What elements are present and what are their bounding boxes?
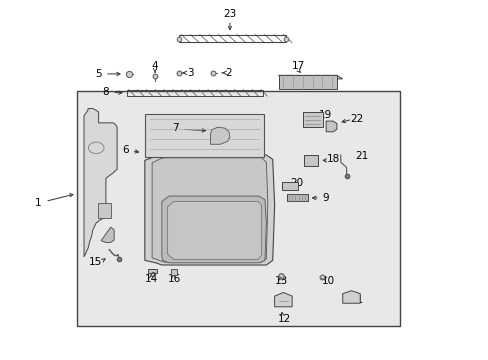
Bar [126,90,263,96]
Bar [287,194,307,202]
Text: 19: 19 [318,110,331,120]
Text: 23: 23 [223,9,236,19]
Polygon shape [278,75,336,89]
Text: 17: 17 [291,61,304,71]
Text: 2: 2 [225,68,232,78]
Text: 6: 6 [122,145,128,155]
Text: 7: 7 [172,123,179,133]
Bar [179,35,285,42]
Text: 18: 18 [325,154,339,164]
Polygon shape [167,202,261,259]
Text: 9: 9 [321,193,328,203]
Text: 4: 4 [151,62,158,71]
Polygon shape [101,227,114,243]
Text: 13: 13 [274,276,287,286]
Text: 1: 1 [35,198,41,207]
Text: 15: 15 [89,257,102,267]
Bar [98,203,111,217]
Polygon shape [278,75,342,79]
Text: 5: 5 [95,68,102,78]
Bar [148,269,157,273]
Bar [303,155,318,166]
Polygon shape [84,109,117,257]
Text: 14: 14 [144,274,158,284]
Bar [77,91,399,327]
Polygon shape [325,121,336,132]
Text: 22: 22 [350,113,363,123]
Text: 3: 3 [186,68,193,78]
Text: 12: 12 [277,314,290,324]
Polygon shape [152,158,267,262]
Bar [282,182,297,190]
Polygon shape [144,155,274,265]
Text: 16: 16 [167,274,180,284]
Bar [302,112,323,127]
Text: 8: 8 [102,87,109,98]
Polygon shape [342,291,360,303]
Polygon shape [162,196,266,263]
Bar [144,114,264,157]
Polygon shape [274,293,291,307]
Polygon shape [210,127,229,144]
Text: 20: 20 [290,178,303,188]
Text: 21: 21 [355,151,368,161]
Text: 11: 11 [350,295,363,305]
Text: 10: 10 [321,276,334,286]
